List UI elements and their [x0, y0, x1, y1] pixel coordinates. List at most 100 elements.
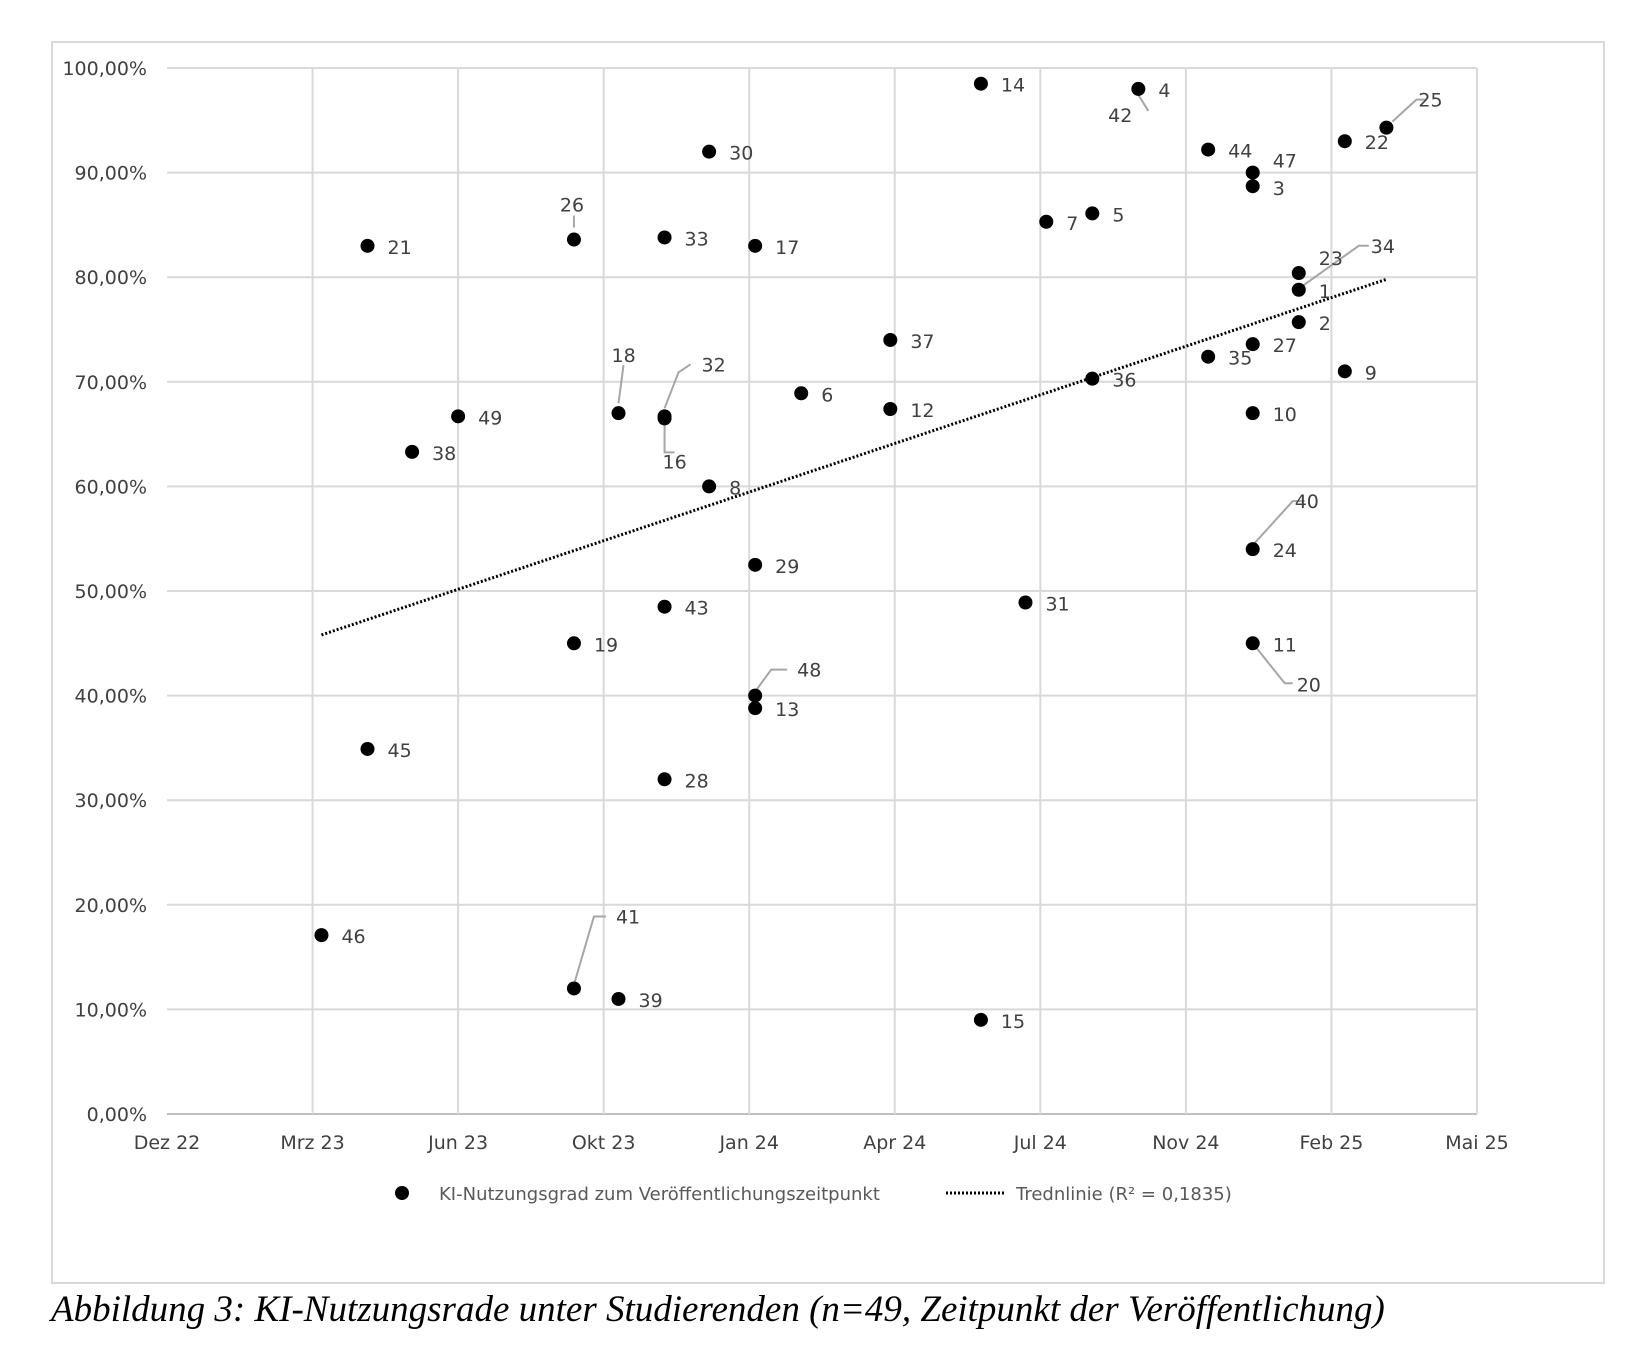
x-tick-label: Mai 25	[1445, 1132, 1509, 1154]
y-tick-label: 90,00%	[75, 163, 147, 185]
leader-line	[1302, 244, 1369, 287]
data-point	[566, 232, 581, 247]
data-point	[611, 991, 626, 1006]
data-point	[314, 928, 329, 943]
y-tick-label: 40,00%	[75, 686, 147, 708]
data-point	[1085, 371, 1100, 386]
point-label: 26	[560, 195, 584, 217]
data-point	[611, 406, 626, 421]
data-point	[1085, 206, 1100, 221]
x-tick-label: Mrz 23	[280, 1132, 344, 1154]
point-label: 48	[797, 660, 821, 682]
x-tick-label: Feb 25	[1300, 1132, 1364, 1154]
data-point	[1201, 142, 1216, 157]
data-point	[360, 741, 375, 756]
data-point	[748, 688, 763, 703]
point-label: 18	[612, 345, 636, 367]
data-point	[973, 76, 988, 91]
grid-lines	[167, 67, 1478, 1115]
data-point	[1245, 542, 1260, 557]
data-point	[702, 144, 717, 159]
y-tick-label: 10,00%	[75, 999, 147, 1021]
data-point	[1379, 120, 1394, 135]
point-label: 27	[1273, 335, 1297, 357]
y-tick-label: 80,00%	[75, 267, 147, 289]
data-point	[1039, 214, 1054, 229]
point-label: 10	[1273, 404, 1297, 426]
data-point	[883, 332, 898, 347]
data-point	[451, 409, 466, 424]
point-label: 37	[910, 331, 934, 353]
point-label: 21	[388, 237, 412, 259]
y-tick-label: 100,00%	[62, 58, 147, 80]
x-tick-label: Okt 23	[572, 1132, 636, 1154]
figure-caption: Abbildung 3: KI-Nutzungsrade unter Studi…	[51, 1289, 1385, 1330]
point-label: 41	[616, 906, 640, 928]
leader-line	[1391, 98, 1427, 123]
point-label: 42	[1108, 105, 1132, 127]
data-point	[1245, 179, 1260, 194]
point-label: 36	[1112, 370, 1136, 392]
point-label: 29	[775, 556, 799, 578]
point-label: 2	[1319, 313, 1331, 335]
data-point	[1018, 595, 1033, 610]
data-point	[1337, 364, 1352, 379]
data-point	[1245, 165, 1260, 180]
point-label: 3	[1273, 178, 1285, 200]
point-label: 38	[432, 443, 456, 465]
point-label: 1	[1319, 281, 1331, 303]
data-point	[1131, 81, 1146, 96]
y-tick-label: 0,00%	[87, 1104, 147, 1126]
data-point	[1291, 282, 1306, 297]
x-tick-label: Dez 22	[134, 1132, 201, 1154]
data-point	[1291, 315, 1306, 330]
point-label: 14	[1001, 75, 1025, 97]
data-point	[405, 444, 420, 459]
data-point	[657, 599, 672, 614]
data-point	[566, 981, 581, 996]
data-point	[973, 1012, 988, 1027]
leader-line	[617, 365, 625, 404]
point-label: 47	[1273, 151, 1297, 173]
leader-line	[663, 414, 675, 454]
point-label: 44	[1228, 141, 1252, 163]
point-labels: 1234567891011121314151617181920212223242…	[341, 75, 1442, 1033]
y-tick-label: 60,00%	[75, 476, 147, 498]
data-point	[748, 238, 763, 253]
x-tick-label: Nov 24	[1152, 1132, 1219, 1154]
point-label: 39	[639, 990, 663, 1012]
leader-line	[663, 363, 692, 409]
leader-line	[1251, 500, 1305, 546]
point-label: 31	[1045, 594, 1069, 616]
point-label: 11	[1273, 634, 1297, 656]
point-label: 12	[910, 400, 934, 422]
point-label: 25	[1418, 90, 1442, 112]
trendline-layer	[320, 277, 1387, 637]
point-label: 49	[478, 407, 502, 429]
point-label: 13	[775, 699, 799, 721]
x-tick-label: Jul 24	[1013, 1132, 1067, 1154]
data-point	[1291, 266, 1306, 281]
point-label: 19	[594, 634, 618, 656]
point-label: 33	[685, 228, 709, 250]
point-label: 9	[1365, 362, 1377, 384]
x-tick-label: Jan 24	[718, 1132, 779, 1154]
point-label: 15	[1001, 1011, 1025, 1033]
data-point	[748, 557, 763, 572]
point-label: 17	[775, 237, 799, 259]
data-point	[566, 636, 581, 651]
leader-line	[573, 915, 606, 985]
data-point	[1245, 337, 1260, 352]
legend-label-points: KI-Nutzungsgrad zum Veröffentlichungszei…	[439, 1184, 880, 1205]
point-label: 23	[1319, 248, 1343, 270]
point-label: 4	[1158, 80, 1170, 102]
data-point	[794, 386, 809, 401]
y-tick-label: 50,00%	[75, 581, 147, 603]
x-tick-label: Apr 24	[863, 1132, 926, 1154]
leader-line	[1137, 94, 1150, 112]
point-label: 5	[1112, 204, 1124, 226]
point-label: 35	[1228, 348, 1252, 370]
scatter-chart: 0,00% 10,00% 20,00% 30,00% 40,00% 50,00% 60,00…	[62, 58, 1509, 1205]
y-tick-label: 30,00%	[75, 790, 147, 812]
data-point	[657, 409, 672, 424]
